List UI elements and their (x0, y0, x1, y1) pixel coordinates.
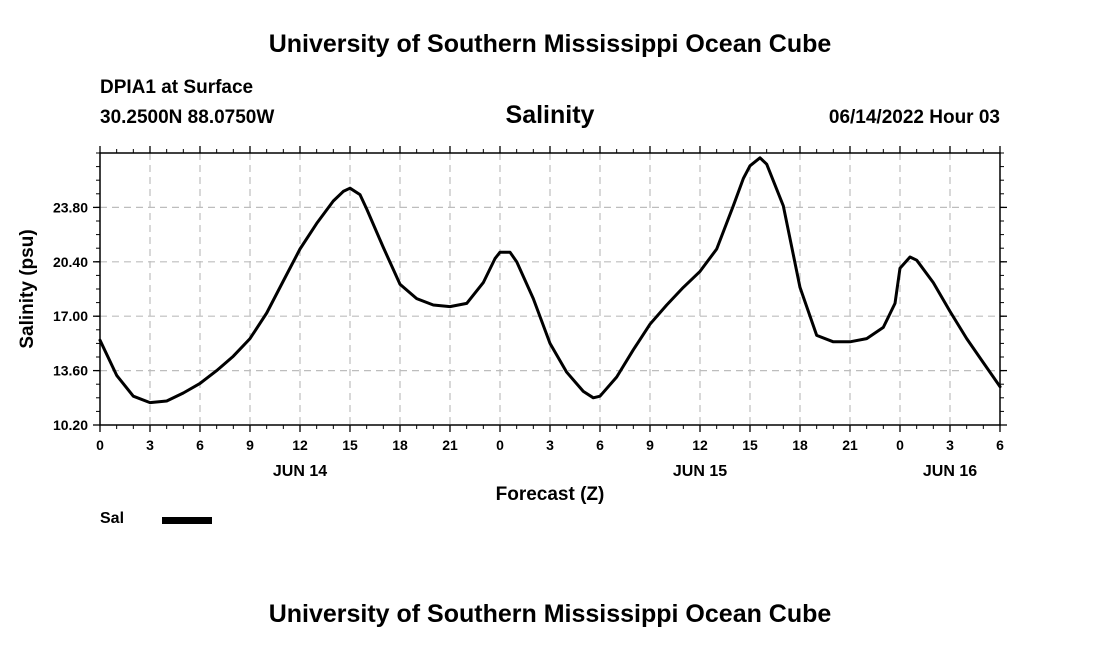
x-tick-label: 18 (392, 437, 408, 453)
y-tick-label: 23.80 (53, 199, 88, 215)
x-tick-label: 12 (292, 437, 308, 453)
x-tick-label: 0 (896, 437, 904, 453)
axis-labels: 0 3 6 9 12 15 18 21 0 3 6 9 12 15 18 21 0 3 6 10.20 13.60 17.… (53, 199, 1004, 480)
x-tick-label: 6 (596, 437, 604, 453)
y-axis-label: Salinity (psu) (17, 229, 38, 348)
y-tick-label: 17.00 (53, 308, 88, 324)
y-tick-label: 10.20 (53, 417, 88, 433)
y-tick-label: 20.40 (53, 254, 88, 270)
chart-title: Salinity (505, 101, 595, 129)
y-tick-label: 13.60 (53, 363, 88, 379)
day-label: JUN 16 (923, 463, 977, 480)
series-layer (98, 156, 1002, 405)
x-tick-label: 3 (146, 437, 154, 453)
coordinates-label: 30.2500N 88.0750W (100, 107, 275, 128)
x-axis-label: Forecast (Z) (496, 484, 605, 505)
day-label: JUN 14 (273, 463, 327, 480)
x-tick-label: 0 (496, 437, 504, 453)
station-label: DPIA1 at Surface (100, 77, 254, 98)
x-tick-label: 18 (792, 437, 808, 453)
x-tick-label: 9 (646, 437, 654, 453)
x-tick-label: 21 (842, 437, 858, 453)
x-tick-label: 15 (742, 437, 758, 453)
legend-swatch (162, 517, 212, 524)
x-tick-label: 12 (692, 437, 708, 453)
series-line-sal (98, 156, 1002, 405)
grid-lines (100, 153, 1000, 425)
forecast-datetime: 06/14/2022 Hour 03 (828, 107, 1000, 128)
x-tick-label: 0 (96, 437, 104, 453)
x-tick-label: 3 (546, 437, 554, 453)
x-tick-label: 21 (442, 437, 458, 453)
x-tick-label: 3 (946, 437, 954, 453)
x-tick-label: 15 (342, 437, 358, 453)
legend-entry-label: Sal (100, 510, 125, 527)
page-title: University of Southern Mississippi Ocean… (268, 30, 832, 58)
x-tick-label: 6 (196, 437, 204, 453)
day-label: JUN 15 (673, 463, 727, 480)
footer-title: University of Southern Mississippi Ocean… (268, 600, 832, 628)
x-tick-label: 9 (246, 437, 254, 453)
x-tick-label: 6 (996, 437, 1004, 453)
plot-frame (99, 152, 1001, 426)
